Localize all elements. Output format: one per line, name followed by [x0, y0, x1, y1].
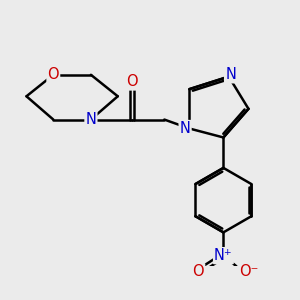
Text: O: O	[193, 264, 204, 279]
Text: O⁻: O⁻	[239, 264, 258, 279]
Text: N: N	[225, 67, 236, 82]
Text: N: N	[180, 121, 190, 136]
Text: N: N	[85, 112, 96, 127]
Text: N⁺: N⁺	[214, 248, 233, 263]
Text: O: O	[47, 67, 59, 82]
Text: O: O	[126, 74, 138, 89]
